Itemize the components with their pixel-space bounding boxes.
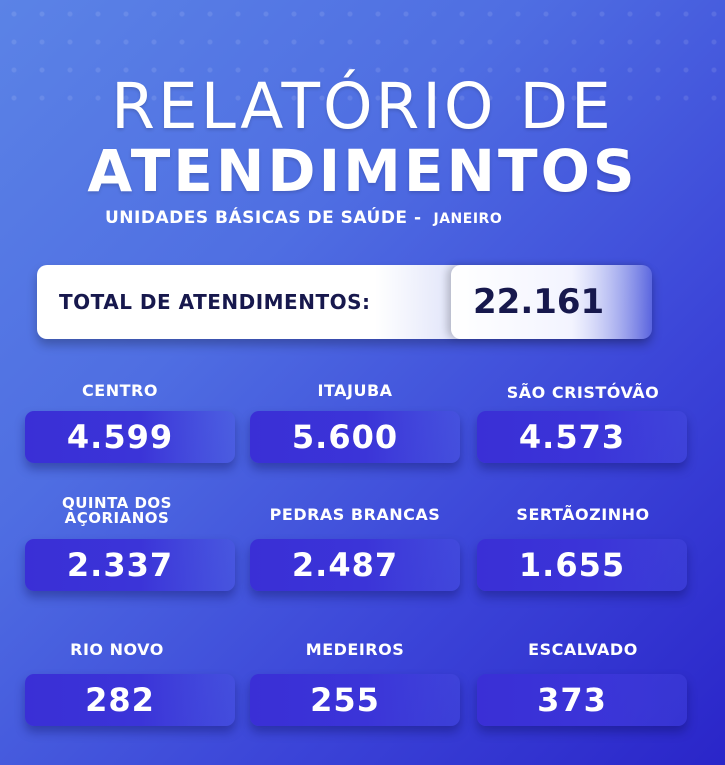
total-label: TOTAL DE ATENDIMENTOS: (59, 290, 371, 314)
page-title-line1: RELATÓRIO DE (111, 70, 614, 143)
unit-value-sertaozinho: 1.655 (518, 546, 626, 584)
unit-value-quinta-dos-acorianos: 2.337 (66, 546, 174, 584)
subtitle-text: UNIDADES BÁSICAS DE SAÚDE - (105, 208, 422, 228)
unit-label-centro: CENTRO (82, 381, 158, 400)
unit-label-escalvado: ESCALVADO (528, 640, 638, 659)
unit-card-escalvado: 373 (477, 674, 687, 726)
unit-card-sertaozinho: 1.655 (477, 539, 687, 591)
subtitle: UNIDADES BÁSICAS DE SAÚDE - JANEIRO (105, 208, 502, 228)
unit-card-pedras-brancas: 2.487 (250, 539, 460, 591)
unit-card-itajuba: 5.600 (250, 411, 460, 463)
unit-value-itajuba: 5.600 (291, 418, 399, 456)
unit-value-medeiros: 255 (310, 681, 380, 719)
unit-value-rio-novo: 282 (85, 681, 155, 719)
unit-label-quinta-line2: AÇORIANOS (64, 509, 170, 527)
unit-label-rio-novo: RIO NOVO (70, 640, 164, 659)
unit-label-sao-cristovao: SÃO CRISTÓVÃO (506, 383, 660, 402)
unit-label-sertaozinho: SERTÃOZINHO (516, 505, 650, 524)
unit-card-sao-cristovao: 4.573 (477, 411, 687, 463)
unit-value-centro: 4.599 (66, 418, 174, 456)
unit-card-quinta-dos-acorianos: 2.337 (25, 539, 235, 591)
unit-label-pedras-brancas: PEDRAS BRANCAS (269, 505, 441, 524)
unit-card-centro: 4.599 (25, 411, 235, 463)
unit-value-escalvado: 373 (537, 681, 607, 719)
total-value: 22.161 (473, 282, 605, 322)
page-title-line2: ATENDIMENTOS (87, 137, 638, 205)
unit-card-rio-novo: 282 (25, 674, 235, 726)
unit-label-medeiros: MEDEIROS (305, 640, 405, 659)
unit-label-quinta-line1: QUINTA DOS (62, 494, 172, 512)
background-pattern (0, 0, 725, 110)
unit-value-pedras-brancas: 2.487 (291, 546, 399, 584)
total-value-box: 22.161 (451, 265, 652, 339)
total-panel: TOTAL DE ATENDIMENTOS: 22.161 (37, 265, 652, 339)
unit-value-sao-cristovao: 4.573 (518, 418, 626, 456)
unit-label-itajuba: ITAJUBA (317, 381, 393, 400)
subtitle-month: JANEIRO (433, 211, 503, 227)
unit-card-medeiros: 255 (250, 674, 460, 726)
unit-label-quinta-dos-acorianos: QUINTA DOS AÇORIANOS (12, 496, 222, 526)
